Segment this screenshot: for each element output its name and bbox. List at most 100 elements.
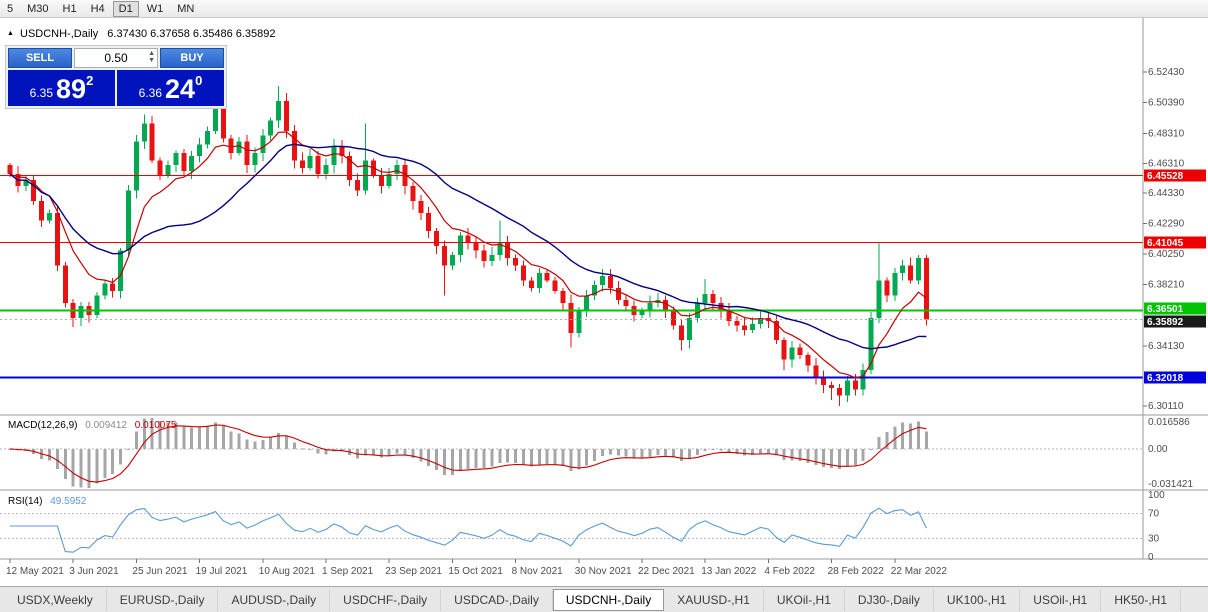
chart-tab-uk100-h1[interactable]: UK100-,H1 xyxy=(934,588,1021,611)
timeframe-button-h1[interactable]: H1 xyxy=(62,2,77,15)
macd-pane-label: MACD(12,26,9) 0.009412 0.010075 xyxy=(8,420,176,431)
svg-text:6.45528: 6.45528 xyxy=(1147,171,1184,182)
svg-text:70: 70 xyxy=(1148,509,1160,520)
timeframe-button-d1[interactable]: D1 xyxy=(112,0,139,17)
sell-button[interactable]: SELL xyxy=(8,48,72,68)
svg-text:6.50390: 6.50390 xyxy=(1148,98,1185,109)
svg-text:15 Oct 2021: 15 Oct 2021 xyxy=(448,566,503,577)
chart-tab-ukoil-h1[interactable]: UKOil-,H1 xyxy=(764,588,845,611)
svg-text:6.35892: 6.35892 xyxy=(1147,317,1184,328)
macd-signal-value: 0.010075 xyxy=(134,420,177,431)
sell-price-big: 89 xyxy=(56,74,87,104)
timeframe-toolbar: 5 M30 H1 H4 D1 W1 MN xyxy=(0,0,1208,18)
sell-price-button[interactable]: 6.35 89 2 xyxy=(8,70,115,106)
collapse-icon[interactable]: ▲ xyxy=(7,30,14,37)
svg-text:6.52430: 6.52430 xyxy=(1148,67,1185,78)
timeframe-button-mn[interactable]: MN xyxy=(177,2,195,15)
svg-text:100: 100 xyxy=(1148,490,1165,501)
svg-text:30 Nov 2021: 30 Nov 2021 xyxy=(575,566,632,577)
timeframe-button-m30[interactable]: M30 xyxy=(27,2,49,15)
chart-tab-usoil-h1[interactable]: USOil-,H1 xyxy=(1020,588,1102,611)
svg-text:23 Sep 2021: 23 Sep 2021 xyxy=(385,566,442,577)
chart-tab-audusd-daily[interactable]: AUDUSD-,Daily xyxy=(218,588,331,611)
volume-value[interactable]: 0.50 xyxy=(104,51,128,65)
timeframe-button-5[interactable]: 5 xyxy=(7,2,14,15)
svg-text:6.38210: 6.38210 xyxy=(1148,280,1185,291)
price-marker-6.45528: 6.45528 xyxy=(1144,169,1206,182)
svg-text:0: 0 xyxy=(1148,552,1154,563)
horizontal-lines-layer xyxy=(0,174,1143,379)
sell-price-small: 6.35 xyxy=(29,86,54,100)
volume-down-icon[interactable]: ▼ xyxy=(148,57,155,64)
chart-tab-dj30-daily[interactable]: DJ30-,Daily xyxy=(845,588,934,611)
svg-text:25 Jun 2021: 25 Jun 2021 xyxy=(132,566,187,577)
price-marker-6.36501: 6.36501 xyxy=(1144,302,1206,315)
svg-text:6.46310: 6.46310 xyxy=(1148,159,1185,170)
chart-area: 0.016586 0.00 -0.031421 100 70 30 0 6.52430 6.50… xyxy=(0,18,1208,586)
chart-title: ▲ USDCNH-,Daily 6.37430 6.37658 6.35486 … xyxy=(7,28,276,40)
buy-price-small: 6.36 xyxy=(138,86,163,100)
svg-text:13 Jan 2022: 13 Jan 2022 xyxy=(701,566,756,577)
svg-text:4 Feb 2022: 4 Feb 2022 xyxy=(764,566,815,577)
moving-averages-layer xyxy=(9,131,927,379)
candles-layer xyxy=(7,85,929,406)
rsi-name: RSI(14) xyxy=(8,496,43,507)
svg-text:6.42290: 6.42290 xyxy=(1148,219,1185,230)
rsi-value: 49.5952 xyxy=(50,496,87,507)
price-marker-6.32018: 6.32018 xyxy=(1144,371,1206,384)
pane-separators xyxy=(0,18,1208,560)
chart-tab-usdchf-daily[interactable]: USDCHF-,Daily xyxy=(330,588,442,611)
svg-text:12 May 2021: 12 May 2021 xyxy=(6,566,64,577)
svg-text:6.40250: 6.40250 xyxy=(1148,249,1185,260)
chart-symbol-label: USDCNH-,Daily xyxy=(20,28,99,40)
rsi-pane xyxy=(0,507,1143,553)
svg-text:0.016586: 0.016586 xyxy=(1148,417,1190,428)
price-marker-6.41045: 6.41045 xyxy=(1144,236,1206,249)
chart-tab-xauusd-h1[interactable]: XAUUSD-,H1 xyxy=(664,588,764,611)
chart-tabs-bar: USDX,Weekly EURUSD-,Daily AUDUSD-,Daily USD… xyxy=(0,586,1208,612)
svg-text:10 Aug 2021: 10 Aug 2021 xyxy=(259,566,316,577)
chart-tab-usdcad-daily[interactable]: USDCAD-,Daily xyxy=(441,588,553,611)
svg-text:8 Nov 2021: 8 Nov 2021 xyxy=(512,566,564,577)
svg-text:6.32018: 6.32018 xyxy=(1147,373,1184,384)
svg-text:1 Sep 2021: 1 Sep 2021 xyxy=(322,566,374,577)
buy-price-sup: 0 xyxy=(195,73,203,88)
rsi-pane-label: RSI(14) 49.5952 xyxy=(8,496,86,507)
one-click-trading-panel: SELL 0.50 ▲ ▼ BUY 6.35 89 2 6.36 24 0 xyxy=(5,45,227,109)
svg-text:28 Feb 2022: 28 Feb 2022 xyxy=(828,566,885,577)
chart-tab-usdx-weekly[interactable]: USDX,Weekly xyxy=(4,588,107,611)
macd-name: MACD(12,26,9) xyxy=(8,420,78,431)
svg-text:6.36501: 6.36501 xyxy=(1147,304,1184,315)
price-marker-6.35892: 6.35892 xyxy=(1144,315,1206,328)
svg-text:0.00: 0.00 xyxy=(1148,444,1168,455)
macd-hist-value: 0.009412 xyxy=(85,420,127,431)
volume-up-icon[interactable]: ▲ xyxy=(148,50,155,57)
volume-spinner: ▲ ▼ xyxy=(148,50,155,64)
svg-text:19 Jul 2021: 19 Jul 2021 xyxy=(196,566,248,577)
svg-text:3 Jun 2021: 3 Jun 2021 xyxy=(69,566,119,577)
svg-text:6.34130: 6.34130 xyxy=(1148,341,1185,352)
buy-price-button[interactable]: 6.36 24 0 xyxy=(117,70,224,106)
chart-ohlc-values: 6.37430 6.37658 6.35486 6.35892 xyxy=(107,28,276,40)
volume-stepper[interactable]: 0.50 ▲ ▼ xyxy=(74,48,158,68)
svg-text:22 Dec 2021: 22 Dec 2021 xyxy=(638,566,695,577)
svg-text:6.30110: 6.30110 xyxy=(1148,401,1184,412)
chart-tab-eurusd-daily[interactable]: EURUSD-,Daily xyxy=(107,588,219,611)
timeframe-button-h4[interactable]: H4 xyxy=(90,2,105,15)
svg-text:22 Mar 2022: 22 Mar 2022 xyxy=(891,566,948,577)
time-axis: 12 May 2021 3 Jun 2021 25 Jun 2021 19 Jul 2… xyxy=(6,559,947,577)
chart-tab-hk50-h1[interactable]: HK50-,H1 xyxy=(1101,588,1181,611)
svg-text:6.44330: 6.44330 xyxy=(1148,188,1185,199)
svg-text:-0.031421: -0.031421 xyxy=(1148,479,1193,490)
svg-text:30: 30 xyxy=(1148,533,1160,544)
svg-text:6.48310: 6.48310 xyxy=(1148,129,1185,140)
timeframe-button-w1[interactable]: W1 xyxy=(146,2,164,15)
macd-pane xyxy=(0,418,1143,488)
chart-tab-usdcnh-daily[interactable]: USDCNH-,Daily xyxy=(552,588,665,611)
buy-button[interactable]: BUY xyxy=(160,48,224,68)
sell-price-sup: 2 xyxy=(86,73,94,88)
buy-price-big: 24 xyxy=(165,74,196,104)
